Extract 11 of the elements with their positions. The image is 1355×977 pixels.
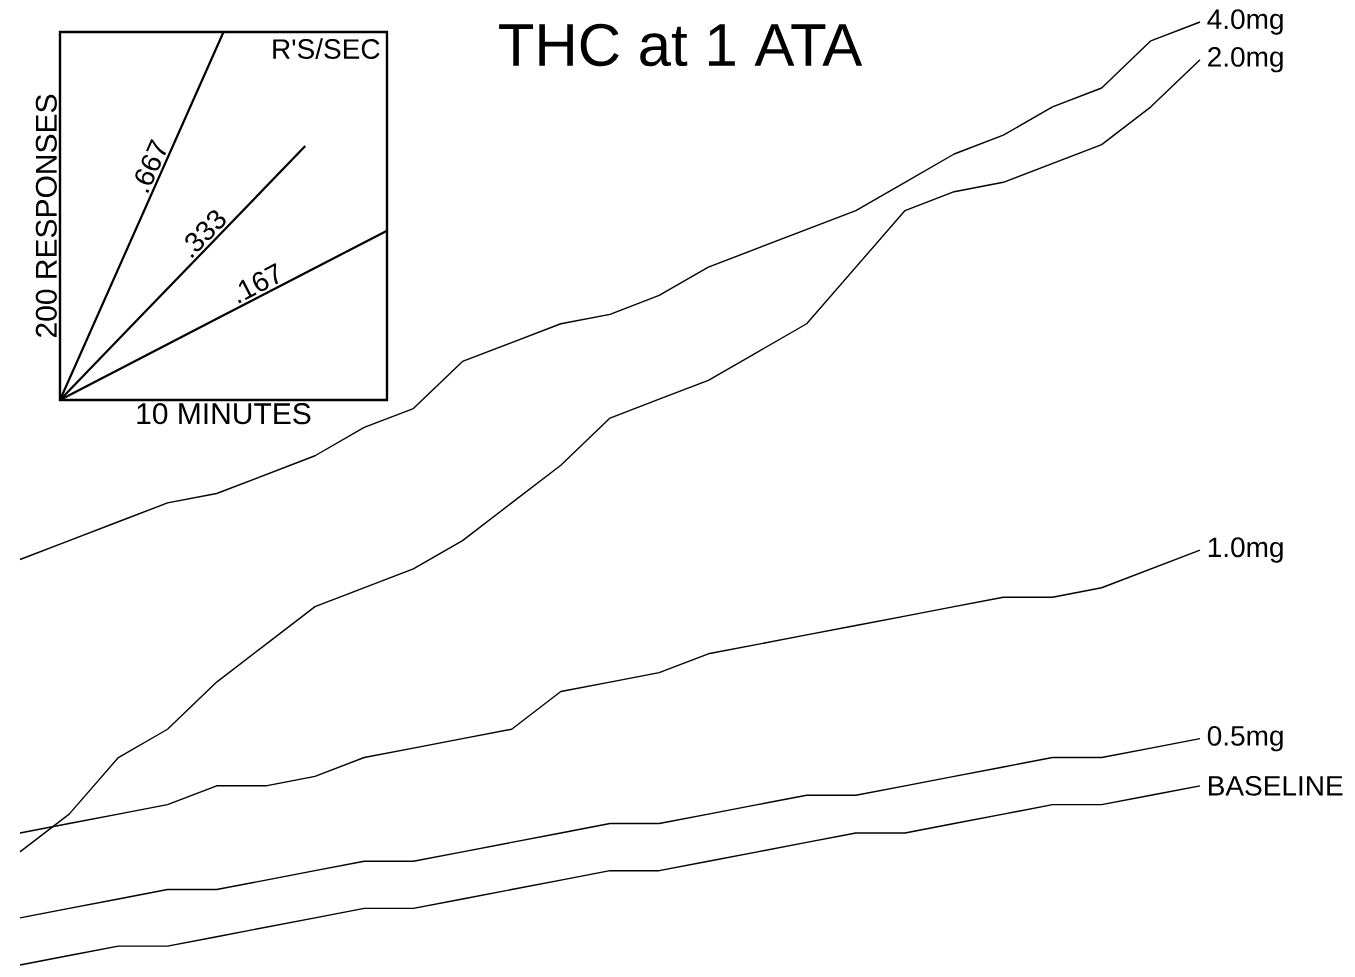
chart-title: THC at 1 ATA (499, 23, 863, 67)
chart-title: R'S/SEC (273, 38, 380, 59)
text: .667 (135, 139, 167, 193)
series-label: 4.0mg (1207, 9, 1283, 35)
series-label: 1.0mg (1208, 537, 1283, 563)
x-axis-title: 10 MINUTES (137, 403, 311, 425)
text: .167 (237, 263, 279, 304)
series-label: 0.5mg (1207, 725, 1283, 752)
series-label: 2.0mg (1208, 47, 1283, 73)
series-label: BASELINE (1209, 775, 1343, 796)
y-axis-title: 200 RESPONSES (35, 94, 57, 338)
